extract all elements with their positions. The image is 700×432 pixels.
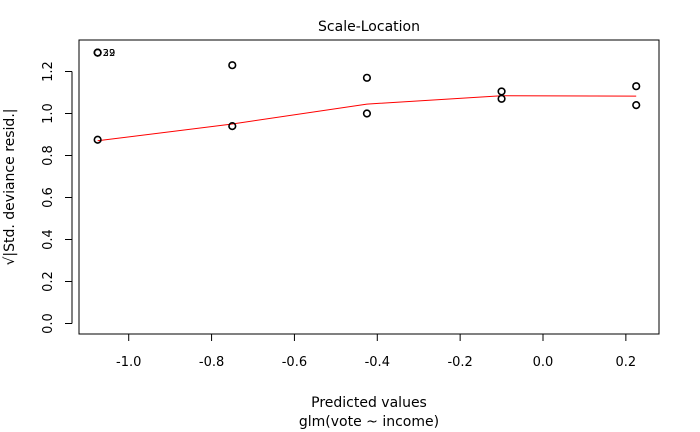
x-tick-label: -0.8 bbox=[199, 355, 224, 370]
data-point bbox=[632, 82, 641, 91]
x-axis-sublabel: glm(vote ~ income) bbox=[299, 414, 439, 430]
data-point bbox=[497, 87, 506, 96]
x-tick-label: -1.0 bbox=[116, 355, 141, 370]
data-point bbox=[632, 100, 641, 110]
y-tick-label: 0.8 bbox=[41, 145, 56, 166]
data-point bbox=[497, 94, 506, 103]
y-tick-label: 0.4 bbox=[41, 229, 56, 250]
data-point bbox=[93, 48, 102, 57]
point-label: 32 bbox=[103, 48, 116, 59]
x-tick-label: 0.0 bbox=[533, 355, 554, 370]
y-axis: 0.0 0.2 0.4 0.6 0.8 1.0 1.2 bbox=[41, 61, 73, 334]
x-axis-label: Predicted values bbox=[311, 395, 427, 411]
y-axis-label: √|Std. deviance resid.| bbox=[2, 109, 18, 266]
y-tick-label: 1.0 bbox=[41, 103, 56, 124]
point-label: 29 bbox=[103, 48, 116, 59]
x-axis: -1.0 -0.8 -0.6 -0.4 -0.2 0.0 0.2 bbox=[116, 333, 637, 370]
data-point bbox=[228, 61, 237, 70]
chart-title: Scale-Location bbox=[318, 19, 420, 35]
smoother-line bbox=[97, 95, 637, 142]
x-tick-label: -0.2 bbox=[447, 355, 472, 370]
data-point bbox=[362, 109, 372, 118]
plot-frame bbox=[78, 39, 660, 335]
y-tick-label: 0.2 bbox=[41, 271, 56, 292]
y-tick-label: 0.0 bbox=[41, 313, 56, 334]
x-tick-label: -0.4 bbox=[365, 355, 390, 370]
data-point bbox=[228, 121, 237, 131]
x-tick-label: 0.2 bbox=[616, 355, 637, 370]
x-tick-label: -0.6 bbox=[282, 355, 307, 370]
y-tick-label: 0.6 bbox=[41, 187, 56, 208]
data-point bbox=[93, 135, 102, 144]
data-point bbox=[362, 73, 372, 82]
y-tick-label: 1.2 bbox=[41, 61, 56, 82]
